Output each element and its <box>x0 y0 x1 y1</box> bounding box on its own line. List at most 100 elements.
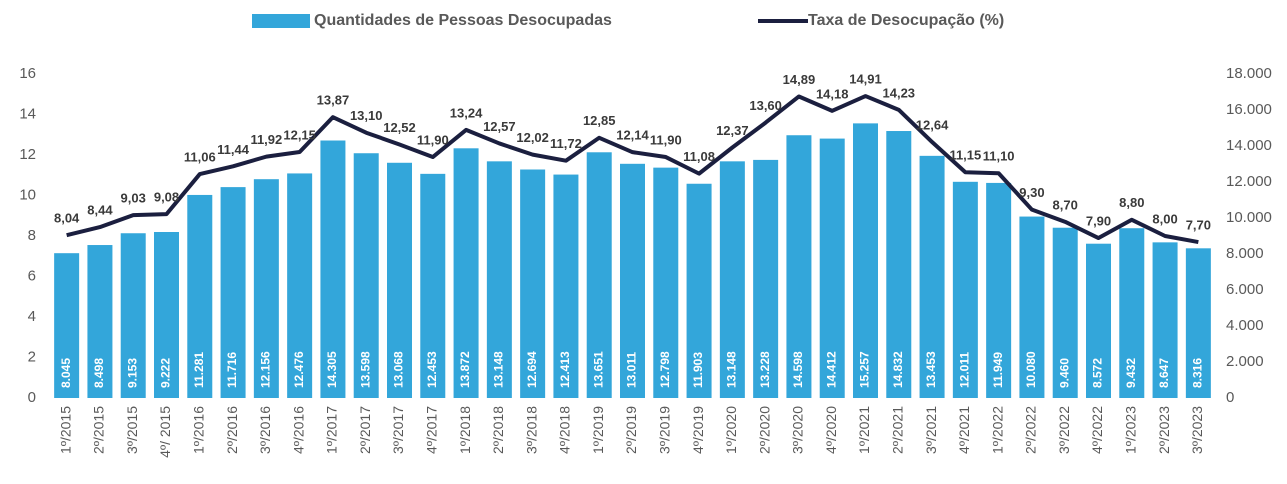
line-label: 14,89 <box>783 72 816 87</box>
line-label: 9,08 <box>154 190 179 205</box>
line-label: 9,03 <box>121 191 146 206</box>
legend-label: Taxa de Desocupação (%) <box>808 12 1004 29</box>
line-label: 12,85 <box>583 113 616 128</box>
x-tick-label: 4º/2022 <box>1089 406 1105 454</box>
bar-label: 9.460 <box>1057 358 1071 388</box>
x-tick-label: 3º/2017 <box>390 406 406 454</box>
bar <box>520 169 546 398</box>
line-label: 13,24 <box>450 105 483 120</box>
line-label: 8,80 <box>1119 195 1144 210</box>
y-tick-label: 6 <box>28 267 36 284</box>
bar-label: 13.011 <box>625 352 639 388</box>
bar <box>1152 242 1178 398</box>
bar <box>686 183 712 398</box>
x-tick-label: 1º/2016 <box>190 406 206 454</box>
bar <box>819 138 845 399</box>
bar-label: 11.716 <box>225 352 239 388</box>
x-tick-label: 4º/2020 <box>823 406 839 454</box>
bar <box>287 173 313 398</box>
bar <box>420 173 446 398</box>
y2-tick-label: 6.000 <box>1226 281 1264 298</box>
bar-label: 11.903 <box>691 352 705 388</box>
line-label: 8,44 <box>87 203 113 218</box>
legend-swatch <box>252 14 310 28</box>
bar-label: 13.228 <box>758 351 772 388</box>
x-tick-label: 1º/2023 <box>1122 406 1138 454</box>
bar-label: 12.694 <box>525 351 539 388</box>
bar <box>1119 228 1145 398</box>
bar <box>886 131 912 399</box>
bar-label: 8.572 <box>1091 358 1105 388</box>
bar-label: 13.148 <box>725 351 739 388</box>
x-tick-label: 3º/2023 <box>1189 406 1205 454</box>
line-label: 14,23 <box>883 85 916 100</box>
line-label: 12,02 <box>516 130 549 145</box>
bar-label: 10.080 <box>1024 351 1038 388</box>
x-tick-label: 2º/2018 <box>490 406 506 454</box>
bar-label: 13.598 <box>358 351 372 388</box>
bar <box>1052 227 1078 398</box>
x-tick-label: 4º/ 2015 <box>157 406 173 458</box>
line-label: 12,15 <box>283 127 316 142</box>
y-tick-label: 12 <box>19 146 36 163</box>
bar <box>120 233 146 398</box>
bar-label: 13.148 <box>492 351 506 388</box>
bar <box>719 161 745 398</box>
bar-label: 9.432 <box>1124 358 1138 388</box>
bar <box>952 181 978 398</box>
line-label: 11,72 <box>550 136 582 151</box>
legend-label: Quantidades de Pessoas Desocupadas <box>314 12 612 29</box>
y2-tick-label: 12.000 <box>1226 173 1272 190</box>
line-label: 11,44 <box>217 142 250 157</box>
y-tick-label: 16 <box>19 65 36 82</box>
x-tick-label: 1º/2015 <box>57 406 73 454</box>
bar <box>253 179 279 398</box>
bar-label: 8.498 <box>92 358 106 388</box>
line-label: 13,60 <box>749 98 782 113</box>
bar <box>387 162 412 398</box>
y2-tick-label: 14.000 <box>1226 137 1272 154</box>
x-tick-label: 3º/2016 <box>257 406 273 454</box>
bar <box>453 148 479 398</box>
line-label: 13,10 <box>350 108 383 123</box>
x-tick-label: 1º/2022 <box>989 406 1005 454</box>
y-tick-label: 4 <box>28 308 36 325</box>
bar <box>786 135 812 398</box>
line-label: 13,87 <box>317 93 350 108</box>
line-label: 8,70 <box>1053 197 1078 212</box>
x-tick-label: 2º/2023 <box>1156 406 1172 454</box>
x-tick-label: 2º/2017 <box>357 406 373 454</box>
bar <box>653 167 679 398</box>
line-label: 12,64 <box>916 117 949 132</box>
line-label: 11,10 <box>983 149 1015 164</box>
bar <box>1019 216 1045 398</box>
bar <box>220 187 246 398</box>
bar <box>586 152 612 398</box>
y-tick-label: 0 <box>28 389 36 406</box>
x-tick-label: 3º/2019 <box>656 406 672 454</box>
line-label: 11,06 <box>184 149 216 164</box>
line-label: 12,57 <box>483 119 516 134</box>
x-tick-label: 3º/2022 <box>1056 406 1072 454</box>
y2-tick-label: 8.000 <box>1226 245 1264 262</box>
bar-label: 14.305 <box>325 351 339 388</box>
line-label: 7,90 <box>1086 213 1111 228</box>
bar <box>320 140 346 398</box>
bar-label: 14.412 <box>824 351 838 388</box>
bar-label: 9.153 <box>125 358 139 388</box>
x-tick-label: 3º/2021 <box>923 406 939 454</box>
y2-tick-label: 2.000 <box>1226 353 1264 370</box>
x-tick-label: 4º/2016 <box>290 406 306 454</box>
bar <box>87 245 113 398</box>
x-tick-label: 1º/2020 <box>723 406 739 454</box>
bar-label: 12.476 <box>292 351 306 388</box>
bar-label: 14.832 <box>891 351 905 388</box>
bar-label: 11.949 <box>991 352 1005 388</box>
bar <box>986 182 1012 398</box>
x-tick-label: 3º/2015 <box>124 406 140 454</box>
bar <box>553 174 579 398</box>
bar <box>620 163 645 398</box>
bar <box>187 194 213 398</box>
x-tick-label: 1º/2017 <box>324 406 340 454</box>
x-tick-label: 4º/2019 <box>690 406 706 454</box>
